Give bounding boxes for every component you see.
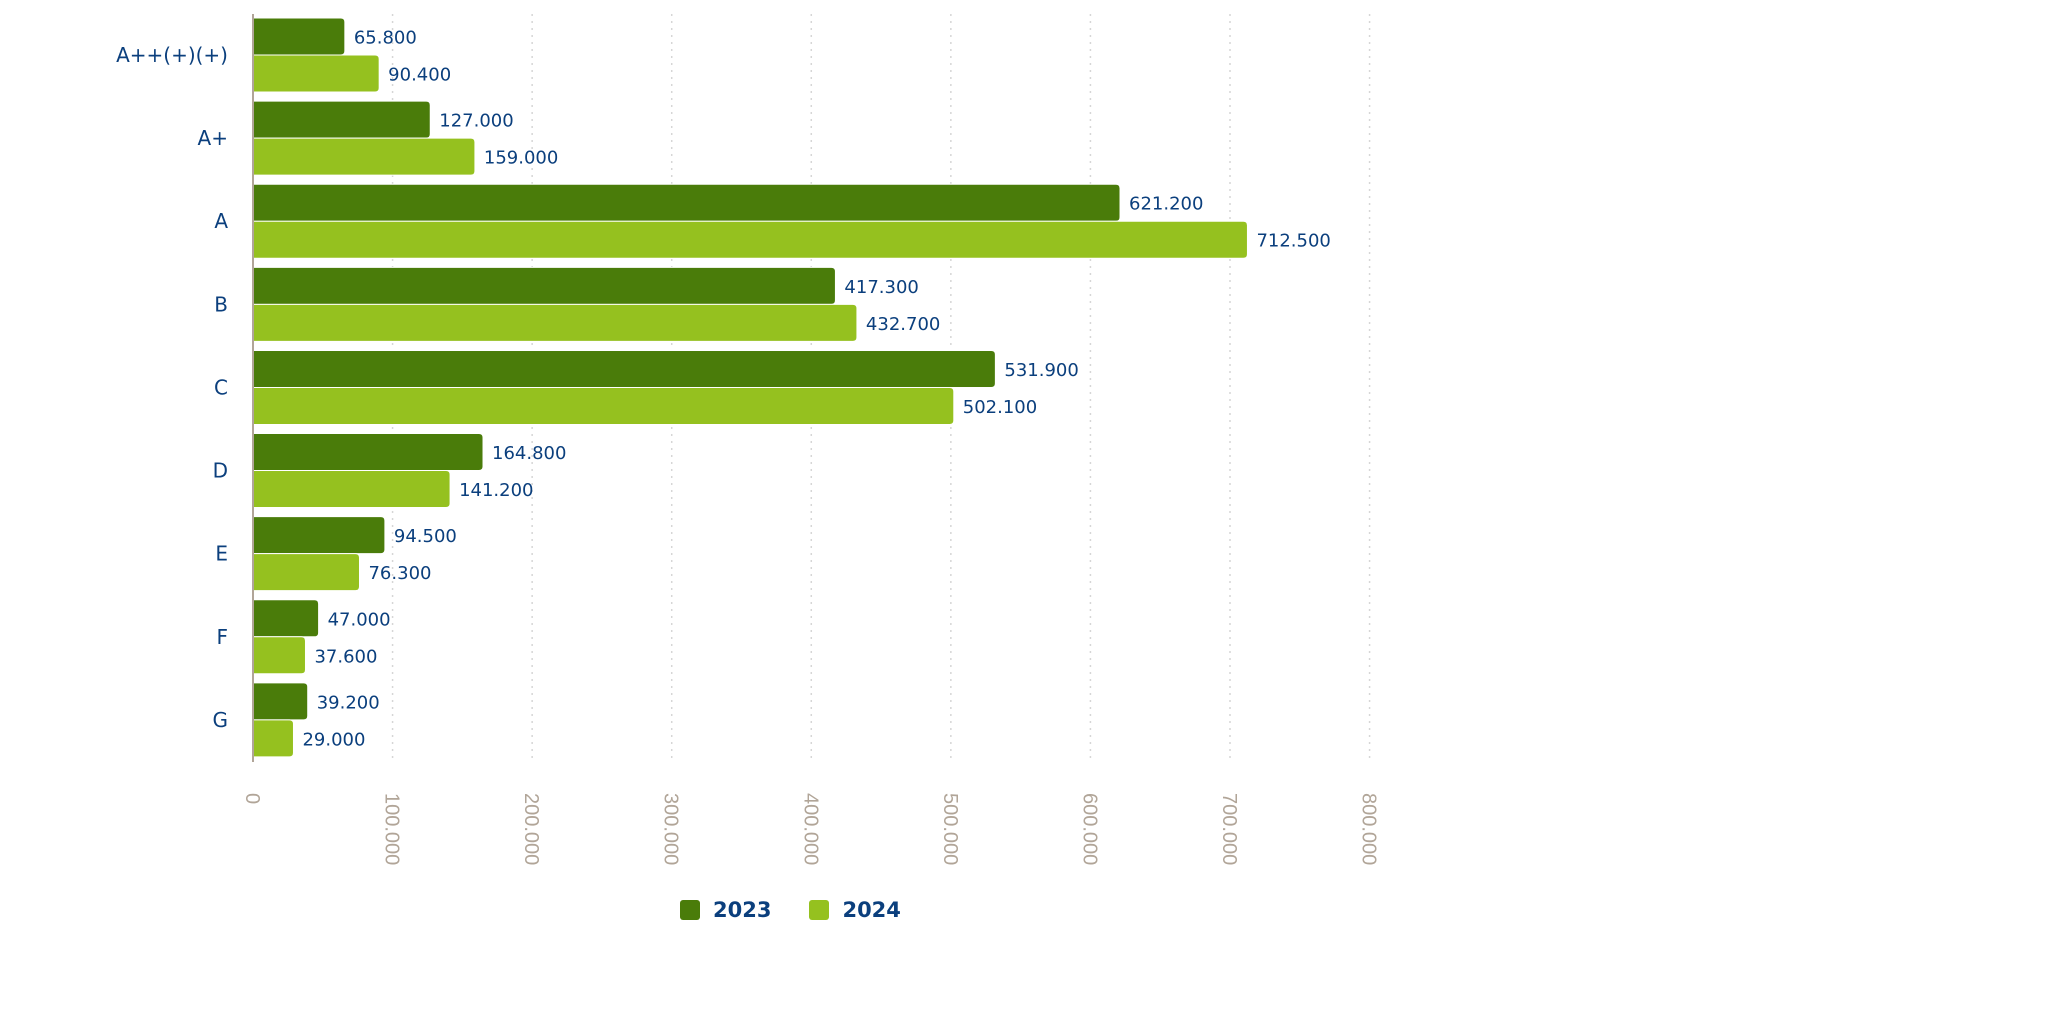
bar-2023[interactable] [252,516,386,555]
value-label-2023: 417.300 [844,277,918,298]
value-label-2024: 37.600 [314,646,377,667]
category-labels: A++(+)(+) A+ A B C D E F G [116,43,228,732]
value-label-2023: 47.000 [328,609,391,630]
value-label-2023: 39.200 [317,692,380,713]
value-label-2023: 164.800 [492,443,566,464]
bar-2023[interactable] [252,17,346,56]
value-label-2024: 159.000 [484,148,558,169]
value-label-2023: 94.500 [394,526,457,547]
x-tick-label: 800.000 [1358,793,1380,865]
bar-2024[interactable] [252,386,955,425]
category-label: A++(+)(+) [116,43,228,67]
value-label-2024: 712.500 [1256,231,1330,252]
bar-2024[interactable] [252,470,451,509]
x-tick-label: 300.000 [660,793,682,865]
bar-2023[interactable] [252,433,484,472]
x-tick-label: 700.000 [1218,793,1240,865]
category-label: E [215,542,228,566]
x-tick-label: 0 [241,793,263,804]
value-label-2024: 502.100 [963,397,1037,418]
legend-swatch-2024 [809,900,830,920]
legend-item-2024[interactable]: 2024 [809,898,901,922]
value-label-2024: 90.400 [388,65,451,86]
category-label: G [213,708,229,732]
category-label: B [214,292,228,316]
category-label: C [214,375,228,399]
category-label: A [214,209,228,233]
category-label: D [213,459,228,483]
bar-2024[interactable] [252,54,380,93]
bar-2024[interactable] [252,719,294,758]
x-tick-label: 600.000 [1078,793,1100,865]
bar-2024[interactable] [252,137,476,176]
x-tick-label: 500.000 [939,793,961,865]
value-label-2024: 432.700 [866,314,940,335]
legend: 2023 2024 [680,898,939,922]
category-label: A+ [198,126,228,150]
x-tick-label: 400.000 [799,793,821,865]
bar-2023[interactable] [252,682,309,721]
legend-label-2023: 2023 [713,898,772,922]
value-label-2024: 141.200 [459,480,533,501]
value-label-2023: 127.000 [439,111,513,132]
value-label-2023: 621.200 [1129,194,1203,215]
bar-2024[interactable] [252,220,1248,259]
bar-2024[interactable] [252,303,858,342]
x-tick-label: 100.000 [381,793,403,865]
x-tick-label: 200.000 [520,793,542,865]
category-label: F [216,625,228,649]
value-label-2023: 65.800 [354,28,417,49]
legend-item-2023[interactable]: 2023 [680,898,771,922]
bars [252,17,1248,758]
bar-2023[interactable] [252,349,996,388]
bar-2024[interactable] [252,636,306,675]
bar-2024[interactable] [252,553,360,592]
bar-2023[interactable] [252,183,1121,222]
legend-label-2024: 2024 [842,898,901,922]
x-axis-tick-labels: 0 100.000 200.000 300.000 400.000 500.000 600.… [241,793,1380,865]
bar-2023[interactable] [252,266,836,305]
value-label-2024: 29.000 [302,729,365,750]
legend-swatch-2023 [680,900,700,920]
bar-2023[interactable] [252,100,431,139]
bar-2023[interactable] [252,599,320,638]
gridlines [391,14,1371,762]
value-label-2024: 76.300 [368,563,431,584]
value-label-2023: 531.900 [1004,360,1078,381]
value-labels: 65.800 90.400 127.000 159.000 621.200 712.500… [302,28,1330,751]
